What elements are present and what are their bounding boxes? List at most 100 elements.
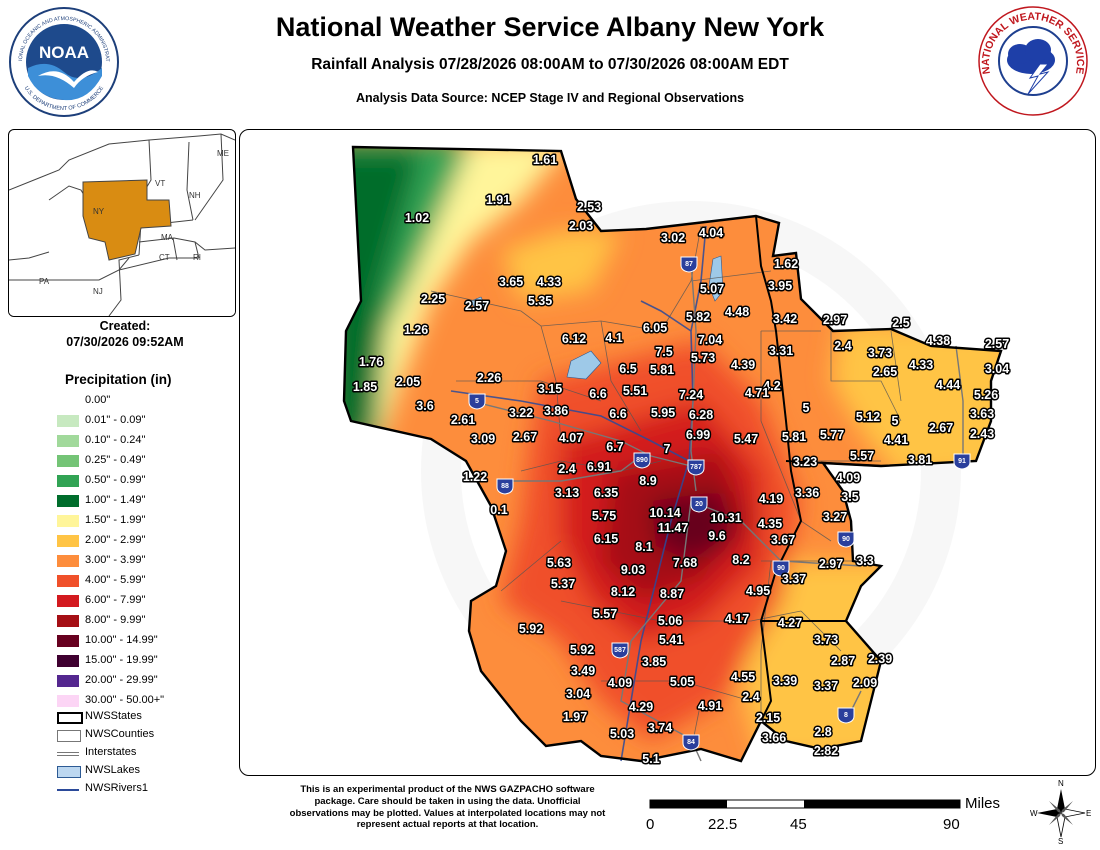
rainfall-value-label: 5.75: [592, 509, 616, 523]
legend-label: 8.00" - 9.99": [85, 614, 146, 626]
rainfall-value-label: 5.41: [659, 633, 683, 647]
rainfall-value-label: 8.1: [635, 540, 652, 554]
rainfall-value-label: 6.35: [594, 486, 618, 500]
rainfall-value-label: 7: [664, 442, 671, 456]
created-value: 07/30/2026 09:52AM: [66, 335, 184, 349]
rainfall-value-label: 5.37: [551, 577, 575, 591]
rainfall-value-label: 4.39: [731, 358, 755, 372]
rainfall-value-label: 4.71: [745, 386, 769, 400]
rainfall-value-label: 11.47: [658, 521, 689, 535]
legend-item: 2.00" - 2.99": [55, 531, 245, 551]
compass-n: N: [1058, 779, 1064, 788]
rainfall-value-label: 3.63: [970, 407, 994, 421]
rainfall-value-label: 4.29: [629, 700, 653, 714]
nws-logo: NATIONAL WEATHER SERVICE: [978, 6, 1088, 116]
rainfall-value-label: 2.61: [451, 413, 475, 427]
rainfall-value-label: 2.8: [814, 725, 831, 739]
interstate-number: 890: [636, 457, 648, 464]
scale-tick-22-5: 22.5: [708, 816, 738, 833]
rainfall-value-label: 4.17: [725, 612, 749, 626]
rainfall-value-label: 4.09: [608, 676, 632, 690]
legend-label: 2.00" - 2.99": [85, 534, 146, 546]
rainfall-value-label: 4.33: [909, 358, 933, 372]
rainfall-value-label: 2.67: [513, 430, 537, 444]
rainfall-value-label: 3.81: [908, 453, 932, 467]
layer-label: NWSLakes: [85, 764, 141, 776]
rainfall-value-label: 3.39: [773, 674, 797, 688]
legend-item: 15.00" - 19.99": [55, 651, 245, 671]
layer-legend: NWSStates NWSCounties Interstates NWSLakes N…: [55, 708, 245, 798]
interstate-shields: 87 5 890 787 88 20 90 90 587 84 91 8: [468, 256, 971, 751]
rainfall-value-label: 3.3: [856, 554, 873, 568]
rainfall-value-label: 1.02: [405, 211, 429, 225]
rainfall-value-label: 6.6: [589, 387, 606, 401]
rainfall-value-label: 2.25: [421, 292, 445, 306]
rainfall-value-label: 6.15: [594, 532, 618, 546]
legend-item: 6.00" - 7.99": [55, 591, 245, 611]
rainfall-value-label: 8.12: [611, 585, 635, 599]
rainfall-map: 87 5 890 787 88 20 90 90 587 84 91 8 1.61 1.91 1.02 2.…: [239, 129, 1096, 776]
rainfall-value-label: 2.67: [929, 421, 953, 435]
rainfall-value-label: 2.09: [853, 676, 877, 690]
rainfall-value-label: 2.4: [558, 462, 575, 476]
legend-swatch: [57, 415, 79, 427]
legend-item: 1.50" - 1.99": [55, 511, 245, 531]
rainfall-value-label: 6.7: [606, 440, 623, 454]
rainfall-value-label: 4.19: [759, 492, 783, 506]
rainfall-value-label: 5.26: [974, 388, 998, 402]
legend-item: 1.00" - 1.49": [55, 491, 245, 511]
rainfall-value-label: 5.63: [547, 556, 571, 570]
rainfall-value-label: 4.95: [746, 584, 770, 598]
rainfall-value-label: 3.86: [544, 404, 568, 418]
created-label: Created:: [99, 319, 151, 333]
rainfall-value-label: 2.5: [892, 316, 909, 330]
scale-unit-label: Miles: [965, 795, 1001, 812]
rainfall-value-label: 6.99: [686, 428, 710, 442]
layer-item-rivers: NWSRivers1: [55, 780, 245, 798]
scale-tick-0: 0: [646, 816, 655, 833]
legend-swatch: [57, 395, 79, 407]
interstate-shield-icon: 84: [682, 734, 700, 751]
rainfall-value-label: 5.95: [651, 406, 675, 420]
legend-label: 30.00" - 50.00+": [85, 694, 165, 706]
legend-label: 0.00": [85, 394, 111, 406]
rainfall-value-label: 5.92: [519, 622, 543, 636]
legend-label: 1.00" - 1.49": [85, 494, 146, 506]
legend-item: 0.25" - 0.49": [55, 451, 245, 471]
rainfall-value-label: 7.04: [698, 333, 722, 347]
compass-s: S: [1058, 837, 1063, 844]
legend-label: 20.00" - 29.99": [85, 674, 158, 686]
created-timestamp: Created: 07/30/2026 09:52AM: [0, 318, 250, 350]
scale-tick-90: 90: [943, 816, 960, 833]
rainfall-value-label: 3.02: [661, 231, 685, 245]
noaa-logo: NOAA NATIONAL OCEANIC AND ATMOSPHERIC AD…: [8, 6, 119, 117]
rainfall-value-label: 7.24: [679, 388, 703, 402]
rainfall-value-label: 2.87: [831, 654, 855, 668]
layer-item-interstates: Interstates: [55, 744, 245, 762]
rainfall-value-label: 1.26: [404, 323, 428, 337]
interstate-shield-icon: 91: [953, 453, 971, 470]
rainfall-value-label: 4.04: [699, 226, 723, 240]
scale-tick-45: 45: [790, 816, 807, 833]
rainfall-value-label: 4.27: [778, 616, 802, 630]
rainfall-value-label: 1.76: [359, 355, 383, 369]
layer-swatch: [57, 730, 81, 742]
rainfall-value-label: 5.81: [782, 430, 806, 444]
legend-swatch: [57, 635, 79, 647]
rainfall-value-label: 5.35: [528, 294, 552, 308]
rainfall-value-label: 3.42: [773, 312, 797, 326]
rainfall-value-label: 8.9: [639, 474, 656, 488]
interstate-number: 91: [958, 458, 966, 465]
rainfall-value-label: 3.37: [782, 572, 806, 586]
scale-bar: 0 22.5 45 90: [640, 792, 980, 842]
rainfall-value-label: 10.14: [649, 506, 680, 520]
compass-w: W: [1030, 809, 1038, 818]
rainfall-value-label: 3.5: [841, 490, 858, 504]
rainfall-value-label: 4.33: [537, 275, 561, 289]
legend-swatch: [57, 515, 79, 527]
interstate-shield-icon: 5: [468, 393, 486, 410]
rainfall-value-label: 2.97: [819, 557, 843, 571]
interstate-number: 87: [685, 261, 693, 268]
rainfall-value-label: 9.6: [708, 529, 725, 543]
rainfall-value-label: 3.65: [499, 275, 523, 289]
